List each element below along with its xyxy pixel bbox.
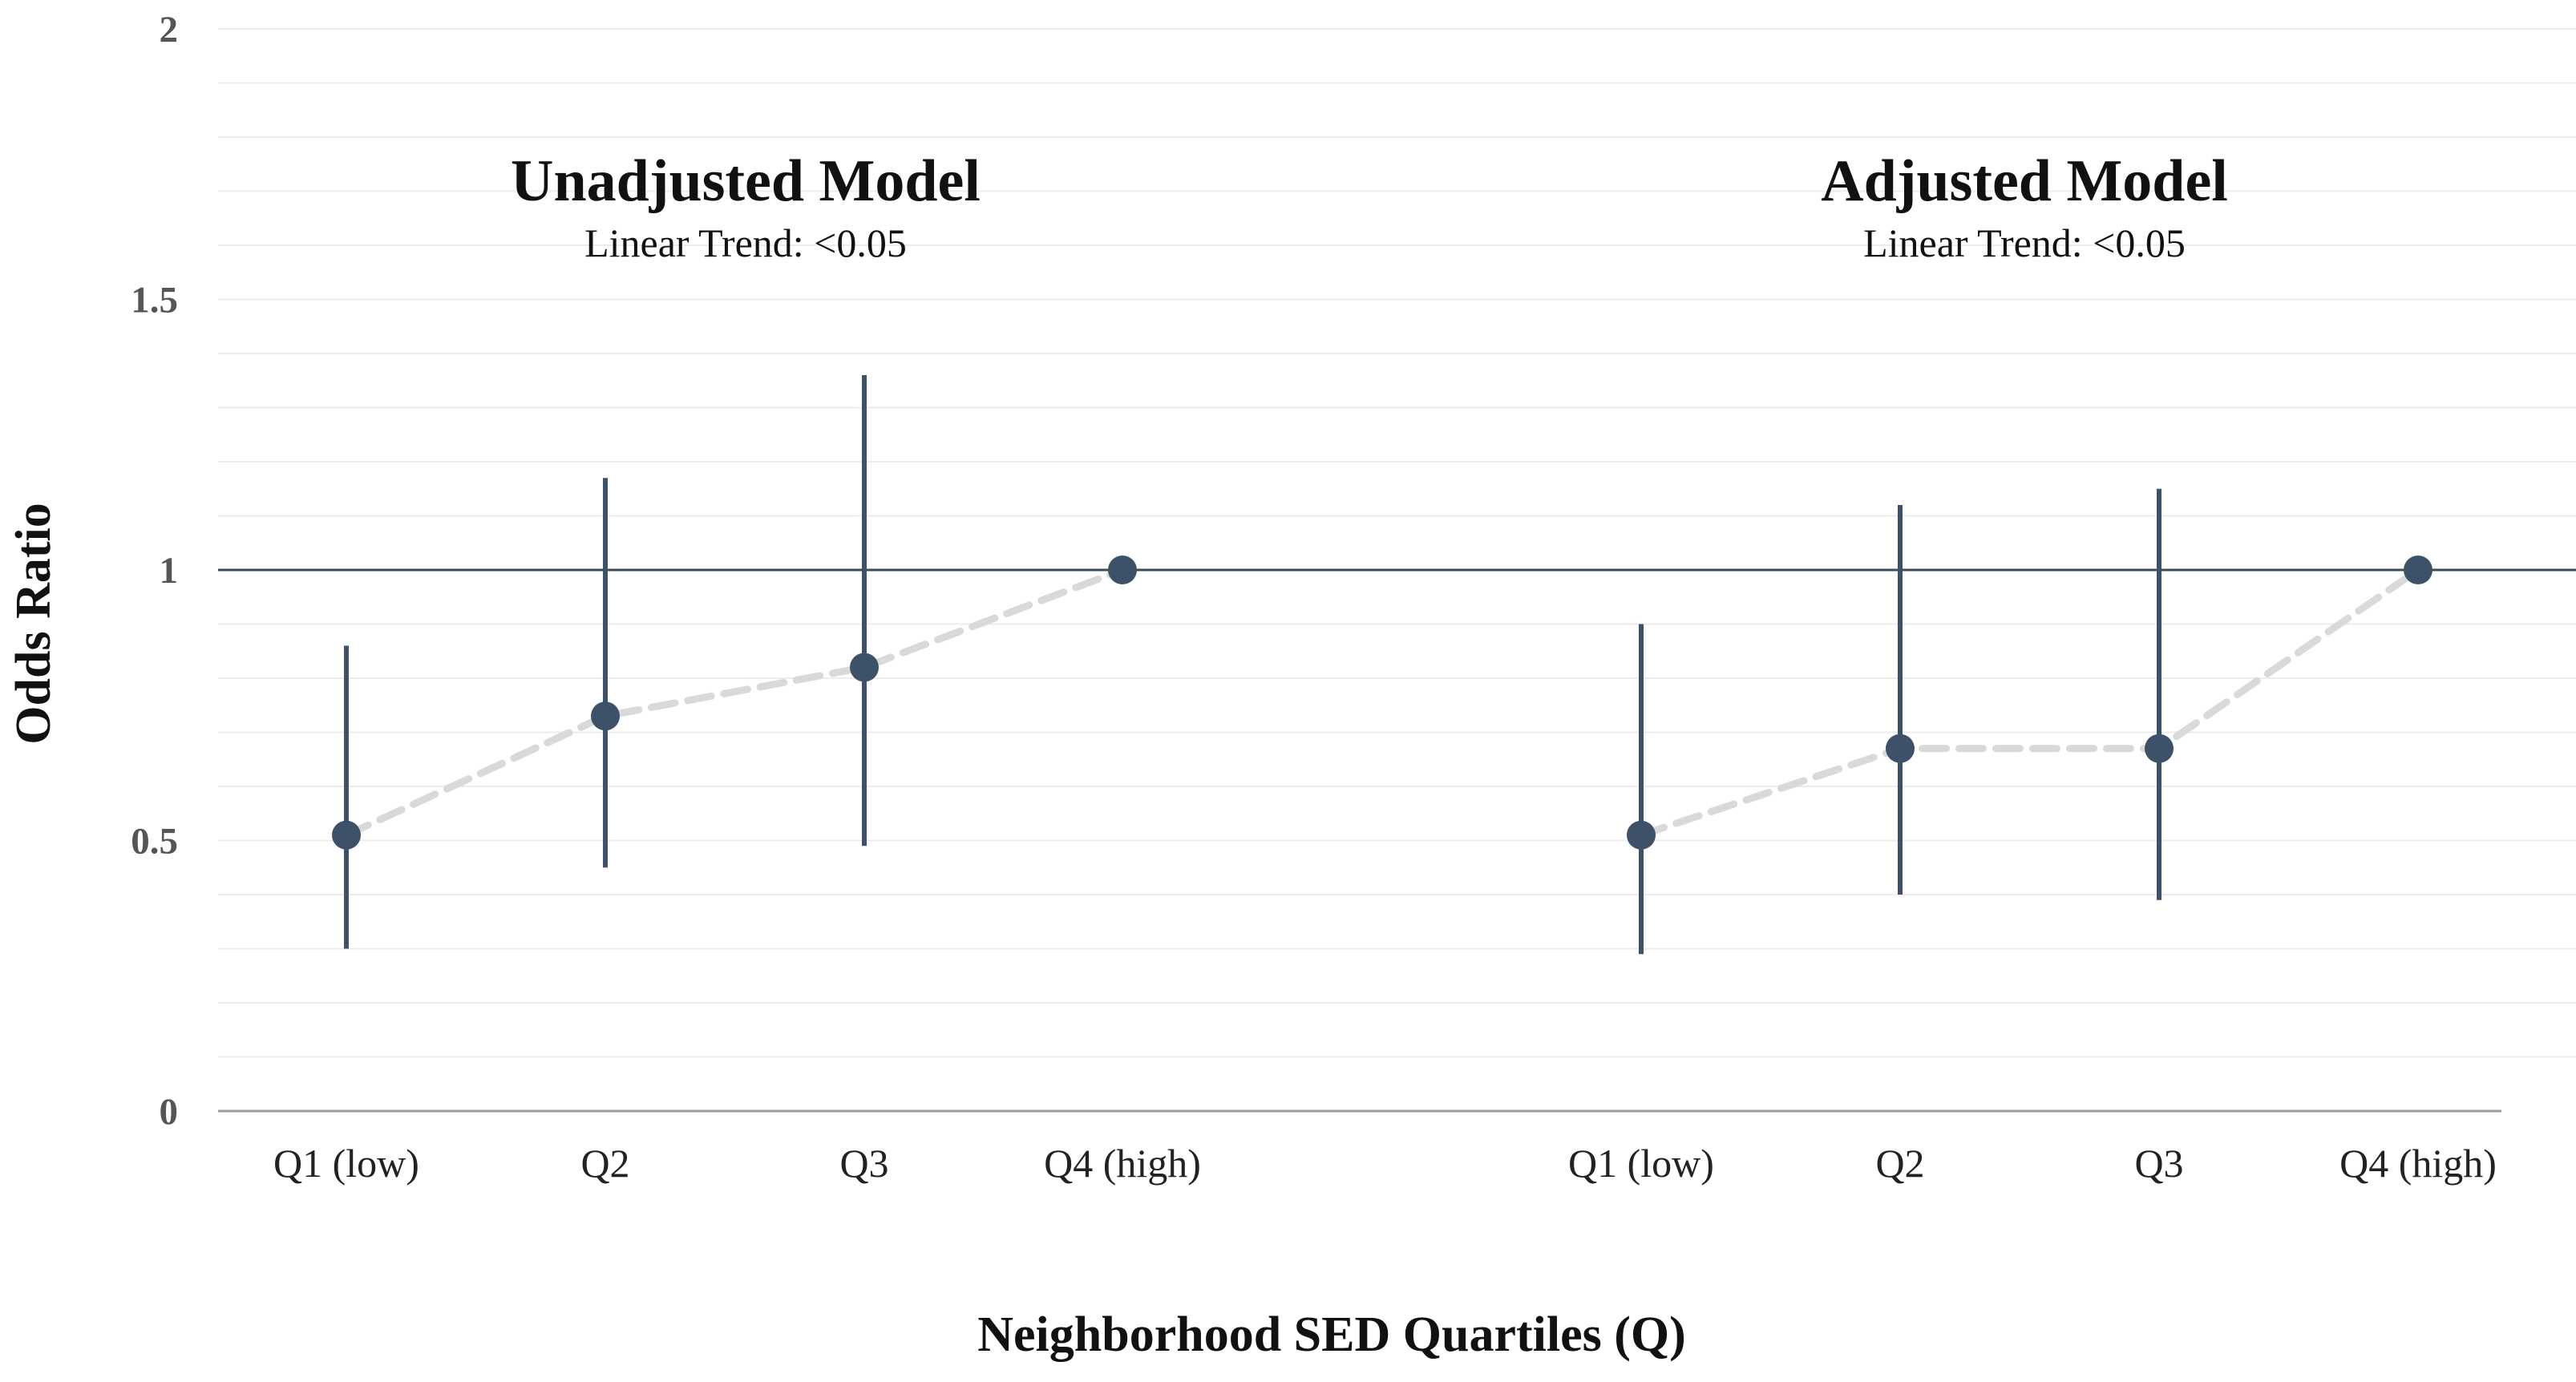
axis-layer xyxy=(218,568,2576,1113)
data-point xyxy=(1108,556,1137,584)
x-tick-label: Q1 (low) xyxy=(273,1141,419,1186)
x-tick-label: Q2 xyxy=(580,1141,629,1186)
data-point xyxy=(1886,733,1915,763)
panel-title: Unadjusted Model xyxy=(511,148,981,214)
panel-title: Adjusted Model xyxy=(1821,148,2228,214)
trend-line xyxy=(1637,566,2422,839)
y-tick-label: 1 xyxy=(160,550,179,592)
x-tick-label: Q3 xyxy=(839,1141,888,1186)
data-point xyxy=(332,820,361,850)
trend-layer xyxy=(342,566,2422,839)
trend-line xyxy=(342,566,1126,839)
x-tick-label: Q3 xyxy=(2134,1141,2183,1186)
x-tick-label: Q1 (low) xyxy=(1568,1141,1714,1186)
data-point xyxy=(2145,733,2174,763)
grid-layer xyxy=(218,28,2576,1058)
data-point xyxy=(850,653,879,682)
data-point xyxy=(591,701,620,731)
y-tick-label: 2 xyxy=(160,9,179,51)
point-layer xyxy=(332,556,2432,850)
x-tick-label: Q4 (high) xyxy=(1044,1141,1201,1186)
x-axis-title: Neighborhood SED Quartiles (Q) xyxy=(977,1307,1686,1362)
panel-subtitle: Linear Trend: <0.05 xyxy=(584,220,907,265)
x-tick-label: Q4 (high) xyxy=(2339,1141,2497,1186)
label-layer: 0 0.5 1 1.5 2 Unadjusted Model Linear Trend: <… xyxy=(131,9,2497,1186)
data-point xyxy=(2404,556,2432,584)
errorbar-layer xyxy=(344,375,2161,955)
data-point xyxy=(1627,820,1656,850)
y-tick-label: 0 xyxy=(160,1091,179,1133)
x-tick-label: Q2 xyxy=(1875,1141,1924,1186)
y-tick-label: 1.5 xyxy=(131,280,178,321)
y-tick-label: 0.5 xyxy=(131,821,178,863)
panel-subtitle: Linear Trend: <0.05 xyxy=(1863,220,2186,265)
y-axis-title: Odds Ratio xyxy=(6,503,61,744)
